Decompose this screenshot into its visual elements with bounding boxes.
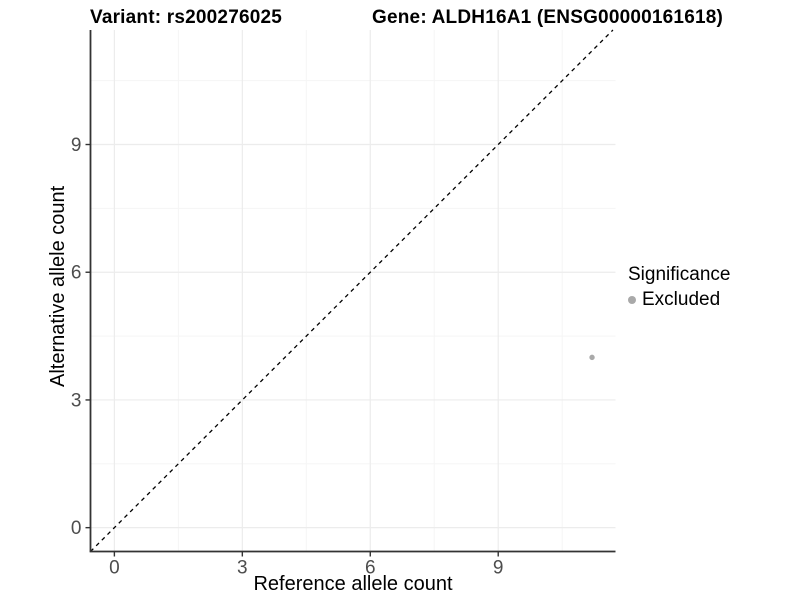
legend-item-excluded: Excluded xyxy=(628,289,730,311)
gene-title: Gene: ALDH16A1 (ENSG00000161618) xyxy=(372,7,724,28)
legend-title: Significance xyxy=(628,264,731,285)
excluded-point-icon xyxy=(628,296,636,304)
y-tick-label: 3 xyxy=(71,390,82,411)
legend-item-label: Excluded xyxy=(642,289,721,310)
x-tick-label: 0 xyxy=(109,558,120,579)
x-tick-label: 9 xyxy=(493,558,504,579)
y-axis-title: Alternative allele count xyxy=(47,185,69,387)
data-point-excluded xyxy=(589,354,595,361)
y-tick-label: 0 xyxy=(71,518,82,539)
x-tick-label: 3 xyxy=(237,558,248,579)
y-tick-label: 9 xyxy=(71,135,82,156)
x-tick-label: 6 xyxy=(365,558,376,579)
y-tick-label: 6 xyxy=(71,263,82,284)
identity-line xyxy=(90,29,614,552)
variant-title: Variant: rs200276025 xyxy=(90,7,283,28)
legend: Significance Excluded xyxy=(628,264,730,311)
x-axis-title: Reference allele count xyxy=(253,573,453,595)
